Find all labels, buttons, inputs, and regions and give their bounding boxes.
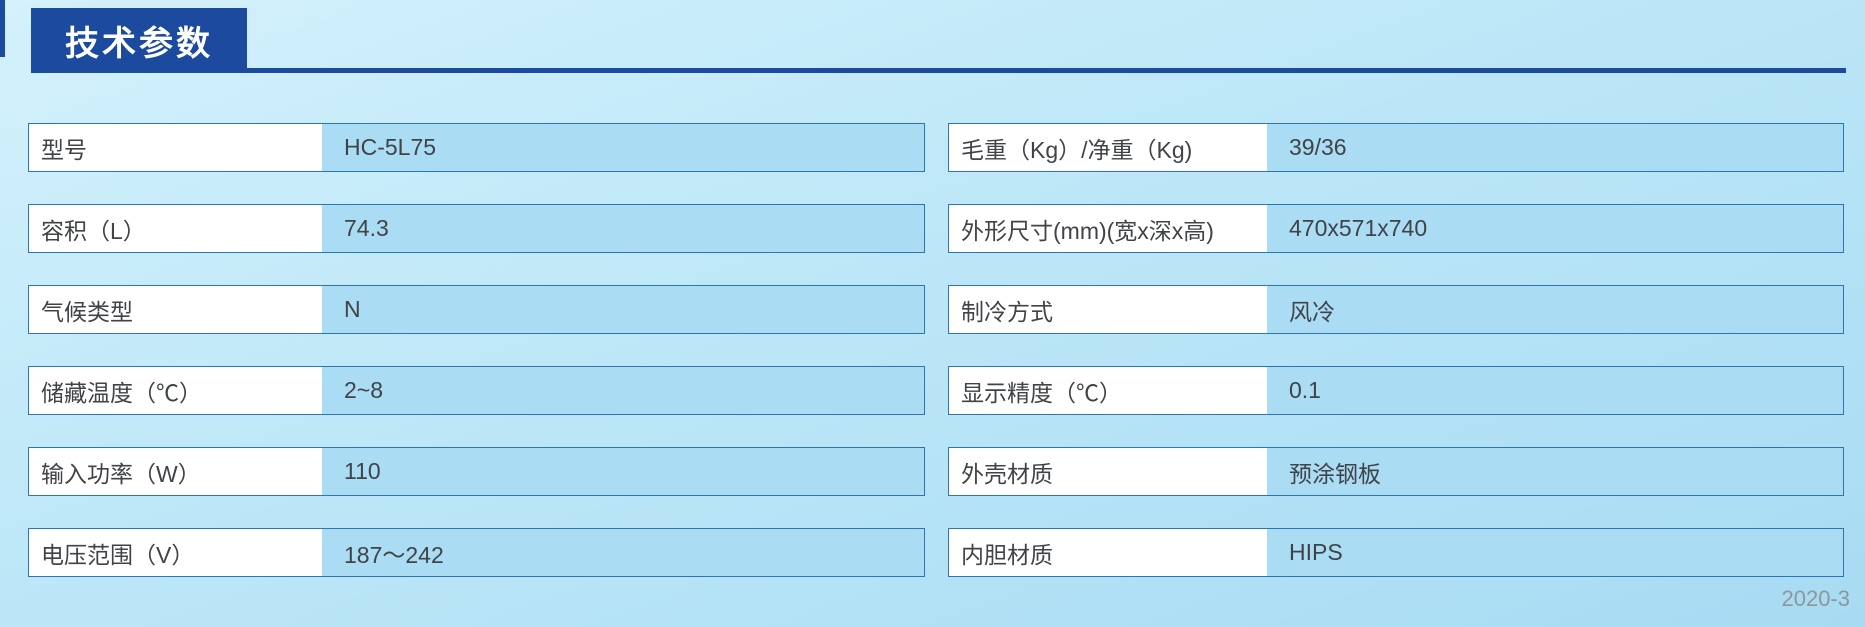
spec-label: 容积（L）	[29, 205, 322, 252]
spec-label: 电压范围（V）	[29, 529, 322, 576]
spec-row: 输入功率（W） 110	[28, 447, 925, 496]
spec-label: 气候类型	[29, 286, 322, 333]
spec-row: 容积（L） 74.3	[28, 204, 925, 253]
spec-label: 外形尺寸(mm)(宽x深x高)	[949, 205, 1267, 252]
spec-value: 风冷	[1267, 286, 1843, 333]
spec-value: HIPS	[1267, 529, 1843, 576]
spec-label: 显示精度（℃）	[949, 367, 1267, 414]
spec-value: 187～242	[322, 529, 924, 576]
spec-value: 470x571x740	[1267, 205, 1843, 252]
spec-row: 毛重（Kg）/净重（Kg) 39/36	[948, 123, 1844, 172]
spec-value: 0.1	[1267, 367, 1843, 414]
spec-label: 输入功率（W）	[29, 448, 322, 495]
spec-label: 储藏温度（℃）	[29, 367, 322, 414]
spec-row: 储藏温度（℃） 2~8	[28, 366, 925, 415]
spec-row: 制冷方式 风冷	[948, 285, 1844, 334]
left-edge-accent-bar	[0, 0, 5, 57]
spec-value: 74.3	[322, 205, 924, 252]
spec-table-right: 毛重（Kg）/净重（Kg) 39/36 外形尺寸(mm)(宽x深x高) 470x571…	[948, 123, 1844, 609]
section-title-bar: 技术参数	[31, 8, 247, 73]
spec-row: 外壳材质 预涂钢板	[948, 447, 1844, 496]
title-underline-rule	[245, 68, 1846, 73]
spec-label: 毛重（Kg）/净重（Kg)	[949, 124, 1267, 171]
spec-label: 外壳材质	[949, 448, 1267, 495]
spec-row: 外形尺寸(mm)(宽x深x高) 470x571x740	[948, 204, 1844, 253]
spec-label: 型号	[29, 124, 322, 171]
spec-row: 内胆材质 HIPS	[948, 528, 1844, 577]
spec-label: 制冷方式	[949, 286, 1267, 333]
spec-value: 预涂钢板	[1267, 448, 1843, 495]
spec-value: N	[322, 286, 924, 333]
spec-row: 显示精度（℃） 0.1	[948, 366, 1844, 415]
page-title: 技术参数	[65, 25, 213, 63]
spec-row: 电压范围（V） 187～242	[28, 528, 925, 577]
spec-value: 2~8	[322, 367, 924, 414]
footer-date: 2020-3	[1781, 586, 1850, 611]
spec-label: 内胆材质	[949, 529, 1267, 576]
spec-row: 型号 HC-5L75	[28, 123, 925, 172]
spec-value: 39/36	[1267, 124, 1843, 171]
spec-row: 气候类型 N	[28, 285, 925, 334]
spec-value: 110	[322, 448, 924, 495]
spec-table-left: 型号 HC-5L75 容积（L） 74.3 气候类型 N 储藏温度（℃） 2~8 输入功率（W）…	[28, 123, 925, 609]
spec-value: HC-5L75	[322, 124, 924, 171]
